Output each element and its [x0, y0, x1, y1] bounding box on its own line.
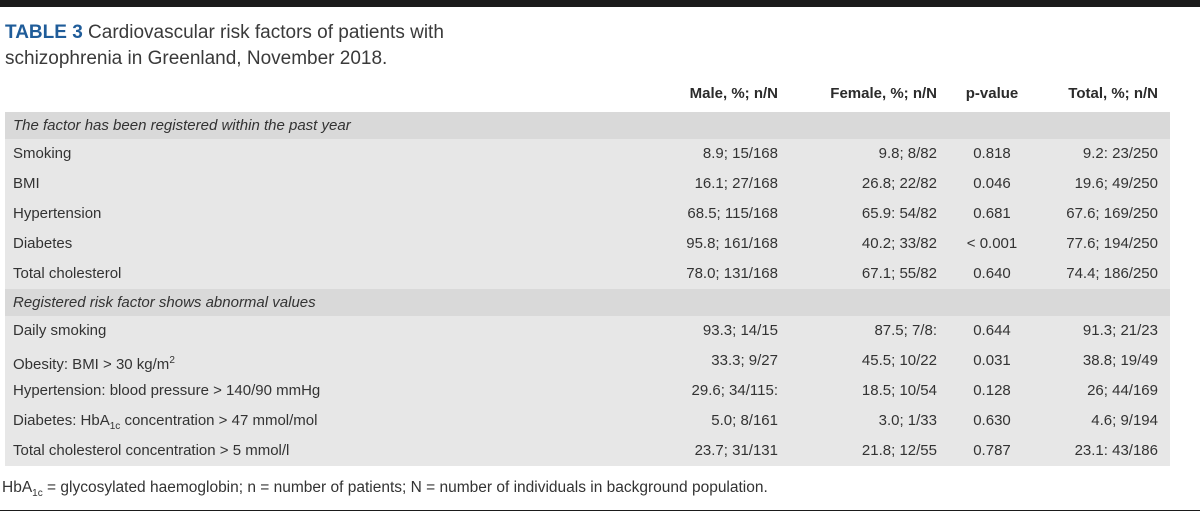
male-cell: 29.6; 34/115:	[691, 382, 778, 399]
total-cell: 9.2: 23/250	[1082, 145, 1158, 162]
table-row: Obesity: BMI > 30 kg/m2 33.3; 9/27 45.5;…	[5, 346, 1170, 376]
table-row: Daily smoking 93.3; 14/15 87.5; 7/8: 0.6…	[5, 316, 1170, 346]
factor-cell: Daily smoking	[13, 322, 107, 339]
factor-cell: Total cholesterol	[13, 265, 122, 282]
total-cell: 19.6; 49/250	[1074, 175, 1158, 192]
female-cell: 45.5; 10/22	[861, 352, 937, 369]
footnote-text: HbA	[2, 479, 33, 496]
female-cell: 65.9: 54/82	[861, 205, 937, 222]
footnote-subscript: 1c	[32, 488, 43, 500]
pvalue-column-header: p-value	[965, 85, 1019, 102]
factor-text: Obesity: BMI > 30 kg/m	[13, 356, 170, 373]
factor-subscript: 1c	[109, 421, 121, 432]
female-column-header: Female, %; n/N	[830, 85, 937, 102]
male-cell: 95.8; 161/168	[686, 235, 778, 252]
female-cell: 3.0; 1/33	[878, 412, 937, 429]
table-row: Hypertension 68.5; 115/168 65.9: 54/82 0…	[5, 199, 1170, 229]
pvalue-cell: 0.031	[973, 352, 1011, 369]
male-cell: 68.5; 115/168	[687, 205, 778, 222]
total-cell: 4.6; 9/194	[1091, 412, 1158, 429]
male-column-header: Male, %; n/N	[689, 85, 778, 102]
table-row: Total cholesterol 78.0; 131/168 67.1; 55…	[5, 259, 1170, 289]
section-header: The factor has been registered within th…	[5, 112, 1170, 139]
factor-text: concentration > 47 mmol/mol	[120, 412, 318, 429]
female-cell: 87.5; 7/8:	[874, 322, 937, 339]
column-header-row: Male, %; n/N Female, %; n/N p-value Tota…	[5, 78, 1170, 108]
factor-cell: Hypertension	[13, 205, 102, 222]
pvalue-cell: 0.128	[973, 382, 1011, 399]
factor-superscript: 2	[169, 355, 175, 366]
total-cell: 91.3; 21/23	[1082, 322, 1158, 339]
pvalue-cell: 0.046	[973, 175, 1011, 192]
female-cell: 67.1; 55/82	[861, 265, 937, 282]
female-cell: 40.2; 33/82	[861, 235, 937, 252]
factor-cell: Diabetes: HbA1c concentration > 47 mmol/…	[5, 406, 618, 436]
section-header: Registered risk factor shows abnormal va…	[5, 289, 1170, 316]
footnote-text: = glycosylated haemoglobin; n = number o…	[42, 479, 768, 496]
pvalue-cell: < 0.001	[966, 235, 1018, 252]
table-body: The factor has been registered within th…	[5, 112, 1170, 466]
factor-cell: Smoking	[13, 145, 72, 162]
total-cell: 67.6; 169/250	[1066, 205, 1158, 222]
table-title-text: Cardiovascular risk factors of patients …	[5, 22, 444, 69]
female-cell: 18.5; 10/54	[861, 382, 937, 399]
table-title: TABLE 3 Cardiovascular risk factors of p…	[5, 20, 525, 72]
male-cell: 33.3; 9/27	[711, 352, 778, 369]
male-cell: 93.3; 14/15	[702, 322, 778, 339]
male-cell: 16.1; 27/168	[694, 175, 778, 192]
factor-cell: Hypertension: blood pressure > 140/90 mm…	[13, 382, 321, 399]
table-row: BMI 16.1; 27/168 26.8; 22/82 0.046 19.6;…	[5, 169, 1170, 199]
female-cell: 26.8; 22/82	[861, 175, 937, 192]
factor-text: Diabetes: HbA	[13, 412, 110, 429]
table-row: Smoking 8.9; 15/168 9.8; 8/82 0.818 9.2:…	[5, 139, 1170, 169]
table-row: Total cholesterol concentration > 5 mmol…	[5, 436, 1170, 466]
total-cell: 23.1: 43/186	[1074, 442, 1158, 459]
total-column-header: Total, %; n/N	[1068, 85, 1158, 102]
male-cell: 23.7; 31/131	[694, 442, 778, 459]
table-row: Diabetes: HbA1c concentration > 47 mmol/…	[5, 406, 1170, 436]
total-cell: 26; 44/169	[1087, 382, 1158, 399]
male-cell: 78.0; 131/168	[686, 265, 778, 282]
pvalue-cell: 0.787	[973, 442, 1011, 459]
pvalue-cell: 0.644	[973, 322, 1011, 339]
factor-cell: Diabetes	[13, 235, 73, 252]
male-cell: 8.9; 15/168	[702, 145, 778, 162]
female-cell: 21.8; 12/55	[861, 442, 937, 459]
female-cell: 9.8; 8/82	[878, 145, 937, 162]
factor-cell: Obesity: BMI > 30 kg/m2	[5, 346, 618, 376]
table-row: Diabetes 95.8; 161/168 40.2; 33/82 < 0.0…	[5, 229, 1170, 259]
table-footnote: HbA1c = glycosylated haemoglobin; n = nu…	[2, 478, 1200, 503]
top-rule	[0, 0, 1200, 7]
pvalue-cell: 0.818	[973, 145, 1011, 162]
table-row: Hypertension: blood pressure > 140/90 mm…	[5, 376, 1170, 406]
total-cell: 74.4; 186/250	[1066, 265, 1158, 282]
table-number-label: TABLE 3	[5, 22, 83, 43]
pvalue-cell: 0.681	[973, 205, 1011, 222]
pvalue-cell: 0.640	[973, 265, 1011, 282]
factor-cell: BMI	[13, 175, 40, 192]
male-cell: 5.0; 8/161	[711, 412, 778, 429]
pvalue-cell: 0.630	[973, 412, 1011, 429]
factor-cell: Total cholesterol concentration > 5 mmol…	[13, 442, 290, 459]
total-cell: 77.6; 194/250	[1066, 235, 1158, 252]
total-cell: 38.8; 19/49	[1082, 352, 1158, 369]
